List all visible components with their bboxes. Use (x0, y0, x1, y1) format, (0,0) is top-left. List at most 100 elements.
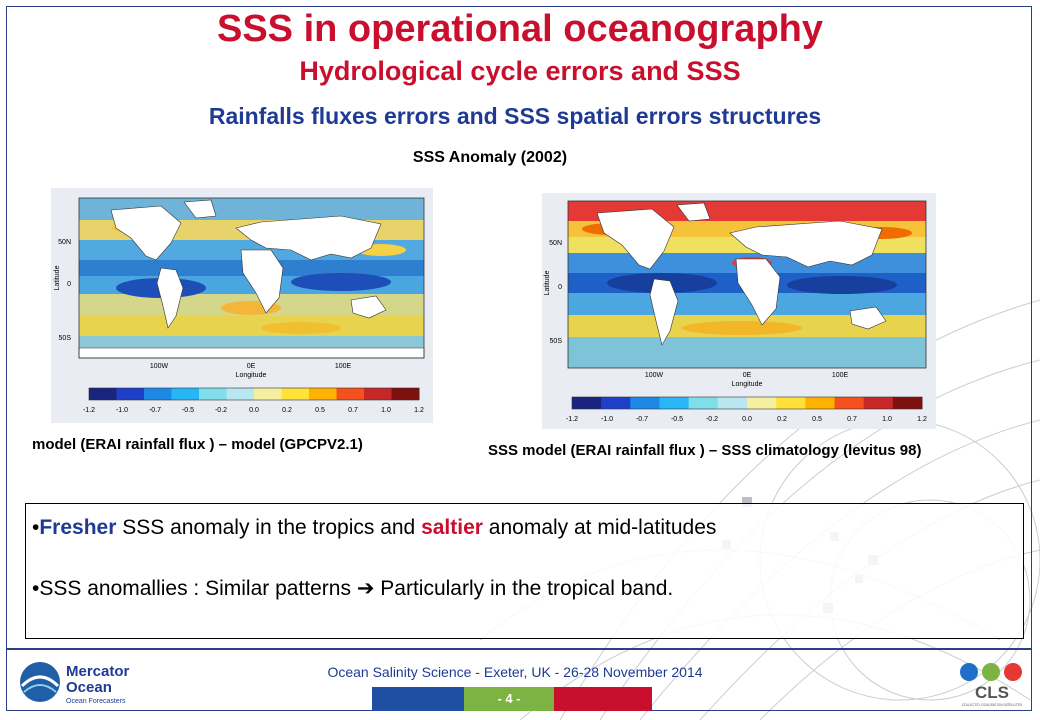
colorbar-tick-label: 0.7 (847, 416, 857, 423)
colorbar-swatch (391, 388, 420, 400)
slide-subtitle: Hydrological cycle errors and SSS (299, 56, 741, 86)
colorbar-swatch (747, 397, 777, 409)
colorbar-swatch (254, 388, 282, 400)
cls-name: CLS (975, 683, 1009, 702)
slide-title: SSS in operational oceanography (216, 8, 823, 50)
colorbar-swatch (572, 397, 602, 409)
lat-tick: 0 (67, 281, 71, 288)
lon-tick: 100W (645, 372, 664, 379)
colorbar-swatch (863, 397, 894, 409)
right-anomaly-map: 50N 0 50S Latitude 100W 0E 100E Longitud… (542, 193, 936, 429)
footer-bar-red (554, 687, 652, 711)
colorbar-tick-label: 0.0 (249, 407, 259, 414)
mercator-name-1: Mercator (66, 663, 130, 680)
bullet-1-text: SSS anomaly in the tropics and (116, 516, 422, 539)
colorbar-swatch (688, 397, 719, 409)
colorbar-tick-label: -0.7 (149, 407, 161, 414)
bullet-1: •Fresher SSS anomaly in the tropics and … (32, 516, 716, 540)
colorbar-swatch (336, 388, 365, 400)
colorbar-tick-label: 1.0 (882, 416, 892, 423)
map-title: SSS Anomaly (2002) (412, 149, 568, 166)
colorbar-tick-label: 1.2 (414, 407, 424, 414)
colorbar-border (571, 396, 923, 410)
bullet-1-text-end: anomaly at mid-latitudes (482, 516, 717, 539)
mercator-tagline: Ocean Forecasters (66, 698, 126, 705)
y-axis-label: Latitude (54, 265, 61, 290)
mercator-ocean-logo: Mercator Ocean Ocean Forecasters (20, 662, 130, 705)
bullet-2-text: •SSS anomallies : Similar patterns (32, 577, 357, 600)
colorbar (88, 387, 420, 401)
cls-tagline: COLLECTE LOCALISATION SATELLITES (962, 703, 1022, 707)
colorbar-swatch (364, 388, 392, 400)
colorbar-swatch (281, 388, 310, 400)
colorbar-tick-label: -1.2 (566, 416, 578, 423)
x-axis-label: Longitude (732, 381, 763, 388)
colorbar-swatch (601, 397, 631, 409)
colorbar-tick-label: -0.5 (671, 416, 683, 423)
lon-tick: 0E (743, 372, 752, 379)
colorbar-tick-label: -0.2 (215, 407, 227, 414)
colorbar-tick-label: -1.0 (601, 416, 613, 423)
highlight-fresher: Fresher (39, 516, 117, 539)
colorbar-tick-label: -1.2 (83, 407, 95, 414)
colorbar-swatch (226, 388, 255, 400)
colorbar-swatch (171, 388, 200, 400)
highlight-saltier: saltier (421, 516, 483, 539)
colorbar-ticks: -1.2 -1.0 -0.7 -0.5 -0.2 0.0 0.2 0.5 0.7 1.0 1.2 (83, 407, 424, 414)
lat-tick: 50S (550, 338, 563, 345)
colorbar-tick-label: 0.5 (315, 407, 325, 414)
colorbar-tick-label: -0.7 (636, 416, 648, 423)
colorbar-swatch (89, 388, 117, 400)
cls-logo: CLS COLLECTE LOCALISATION SATELLITES (960, 663, 1022, 707)
page-number: - 4 - (464, 687, 554, 711)
left-anomaly-map: 50N 0 50S Latitude 100W 0E 100E Longitud… (51, 188, 433, 423)
colorbar-tick-label: -0.5 (182, 407, 194, 414)
colorbar-swatch (834, 397, 865, 409)
conference-footer: Ocean Salinity Science - Exeter, UK - 26… (327, 664, 703, 680)
colorbar-tick-label: 0.7 (348, 407, 358, 414)
colorbar-ticks: -1.2 -1.0 -0.7 -0.5 -0.2 0.0 0.2 0.5 0.7 1.0 1.2 (566, 416, 927, 423)
colorbar-tick-label: 1.2 (917, 416, 927, 423)
footer-bar-blue (372, 687, 464, 711)
colorbar-swatch (144, 388, 172, 400)
left-map-caption: model (ERAI rainfall flux ) – model (GPC… (32, 436, 363, 453)
footer-divider (6, 648, 1032, 650)
bullet-2-text-end: Particularly in the tropical band. (374, 577, 674, 600)
slide-section-heading: Rainfalls fluxes errors and SSS spatial … (208, 103, 822, 129)
x-axis-label: Longitude (236, 372, 267, 379)
y-axis-label: Latitude (544, 270, 551, 295)
colorbar-swatch (717, 397, 748, 409)
colorbar-border (88, 387, 420, 401)
colorbar-tick-label: 1.0 (381, 407, 391, 414)
colorbar-tick-label: 0.2 (777, 416, 787, 423)
bullet-mark: • (32, 516, 40, 539)
colorbar-swatch (199, 388, 227, 400)
lat-tick: 50N (58, 239, 71, 246)
lon-tick: 100W (150, 363, 169, 370)
colorbar (571, 396, 923, 410)
lat-tick: 0 (558, 284, 562, 291)
colorbar-swatch (116, 388, 145, 400)
colorbar-swatch (630, 397, 660, 409)
colorbar-tick-label: 0.5 (812, 416, 822, 423)
summary-box: •Fresher SSS anomaly in the tropics and … (25, 503, 1024, 639)
lon-tick: 100E (335, 363, 352, 370)
colorbar-swatch (805, 397, 835, 409)
lat-tick: 50S (59, 335, 72, 342)
colorbar-tick-label: 0.2 (282, 407, 292, 414)
lon-tick: 100E (832, 372, 849, 379)
arrow-right-icon: ➔ (356, 577, 375, 600)
colorbar-swatch (309, 388, 337, 400)
colorbar-tick-label: -1.0 (116, 407, 128, 414)
colorbar-swatch (776, 397, 806, 409)
lon-tick: 0E (247, 363, 256, 370)
colorbar-swatch (892, 397, 923, 409)
colorbar-tick-label: 0.0 (742, 416, 752, 423)
bullet-2: •SSS anomallies : Similar patterns ➔ Par… (32, 576, 673, 601)
right-map-caption: SSS model (ERAI rainfall flux ) – SSS cl… (488, 442, 922, 459)
colorbar-tick-label: -0.2 (706, 416, 718, 423)
mercator-name-2: Ocean (66, 679, 112, 696)
lat-tick: 50N (549, 240, 562, 247)
colorbar-swatch (659, 397, 690, 409)
